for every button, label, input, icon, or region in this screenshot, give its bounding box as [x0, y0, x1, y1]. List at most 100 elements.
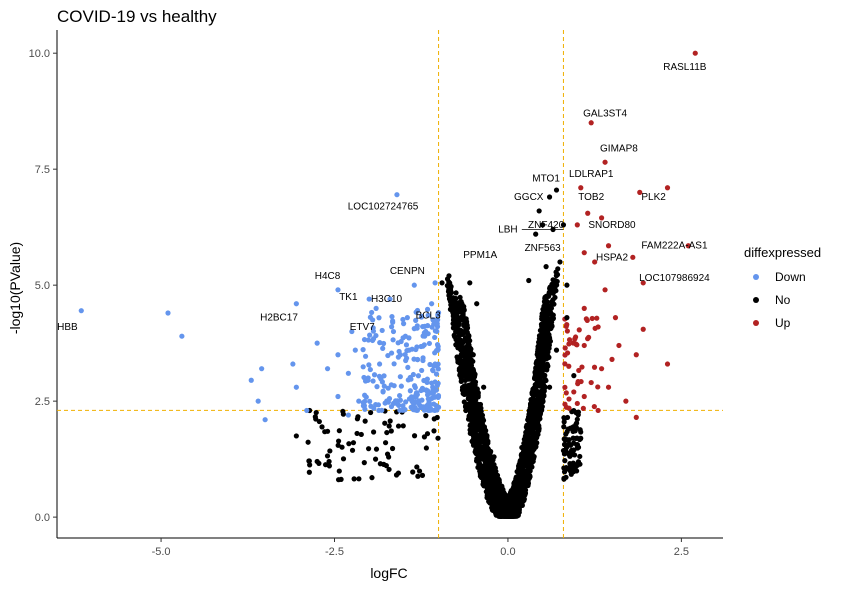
point-down: [391, 361, 397, 367]
point-no: [545, 363, 551, 369]
point-down: [388, 403, 395, 410]
point-up: [637, 189, 643, 195]
point-no: [372, 456, 379, 462]
point-no: [415, 473, 421, 479]
point-down: [435, 346, 441, 353]
point-no: [466, 414, 472, 420]
point-up: [581, 305, 587, 311]
point-no: [414, 464, 420, 470]
point-no: [543, 328, 549, 334]
point-no: [546, 194, 553, 200]
point-down: [304, 407, 310, 414]
point-up: [575, 381, 581, 387]
point-down: [397, 392, 403, 399]
point-no: [340, 456, 347, 462]
point-no: [491, 486, 497, 492]
point-up: [605, 384, 612, 390]
point-no: [537, 355, 543, 361]
gene-label: HBB: [57, 322, 78, 333]
point-down: [403, 355, 410, 361]
point-no: [522, 490, 528, 496]
point-up: [562, 384, 568, 390]
point-no: [571, 407, 577, 414]
legend-key-no: [753, 297, 759, 303]
legend-label-no: No: [775, 293, 791, 307]
point-no: [451, 332, 457, 338]
point-no: [513, 499, 519, 505]
point-no: [571, 373, 577, 379]
point-no: [465, 404, 471, 410]
point-down: [414, 407, 421, 413]
y-axis-title: -log10(PValue): [7, 242, 23, 334]
point-up: [578, 185, 584, 191]
point-no: [532, 385, 539, 391]
gene-label: GAL3ST4: [583, 109, 627, 120]
point-up: [602, 287, 608, 293]
gene-label: SNORD80: [588, 220, 636, 231]
point-down: [423, 328, 429, 335]
point-no: [489, 472, 496, 478]
point-down: [422, 333, 428, 339]
point-down: [411, 326, 417, 332]
point-no: [491, 454, 497, 460]
point-down: [420, 357, 426, 364]
point-no: [477, 449, 483, 456]
point-no: [388, 428, 394, 434]
point-no: [493, 477, 499, 483]
point-no: [523, 463, 529, 469]
point-no: [545, 338, 551, 344]
point-down: [293, 301, 299, 307]
point-down: [430, 368, 436, 374]
point-up: [588, 120, 594, 126]
point-down: [417, 403, 423, 409]
point-down: [426, 340, 432, 347]
point-down: [400, 321, 407, 327]
point-no: [553, 187, 560, 193]
point-no: [453, 303, 459, 309]
point-down: [411, 383, 418, 389]
point-down: [376, 315, 382, 321]
point-no: [389, 445, 396, 452]
point-up: [591, 403, 597, 410]
point-down: [370, 325, 376, 331]
point-no: [467, 280, 473, 286]
point-no: [485, 493, 491, 499]
point-no: [468, 394, 474, 400]
point-no: [446, 273, 452, 279]
point-no: [435, 435, 441, 441]
point-no: [549, 283, 555, 289]
point-no: [542, 384, 548, 390]
point-down: [373, 305, 379, 311]
point-no: [479, 412, 486, 418]
point-no: [526, 277, 532, 284]
point-down: [367, 366, 373, 373]
point-no: [322, 462, 329, 468]
gene-label: H4C8: [315, 271, 341, 282]
y-tick-label: 7.5: [35, 164, 50, 176]
point-no: [519, 444, 525, 451]
point-no: [543, 264, 549, 270]
x-tick-label: -5.0: [152, 546, 171, 558]
point-no: [457, 294, 463, 301]
point-down: [390, 328, 397, 335]
point-no: [544, 354, 550, 360]
point-up: [566, 396, 572, 402]
x-tick-label: 0.0: [500, 546, 515, 558]
point-no: [470, 440, 476, 446]
point-down: [411, 282, 417, 288]
point-no: [537, 364, 543, 370]
legend-label-up: Up: [775, 316, 791, 330]
y-tick-label: 0.0: [35, 512, 50, 524]
point-no: [548, 305, 555, 311]
point-up: [616, 342, 622, 349]
point-no: [515, 507, 521, 513]
point-up: [594, 315, 600, 321]
point-no: [479, 435, 486, 441]
point-no: [473, 393, 479, 399]
point-no: [382, 420, 388, 426]
point-down: [373, 402, 379, 408]
point-down: [419, 313, 425, 319]
point-down: [413, 309, 419, 315]
point-no: [524, 428, 531, 434]
point-down: [414, 391, 420, 398]
